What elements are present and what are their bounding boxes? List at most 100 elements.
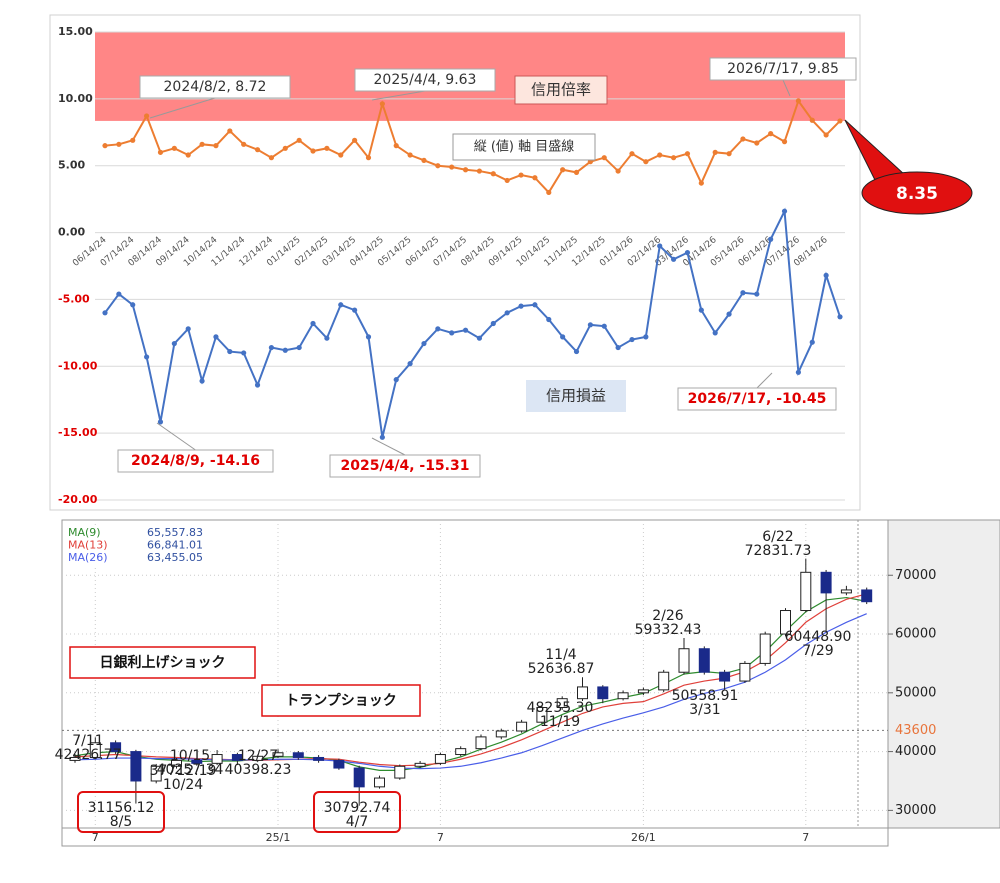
- data-point: [282, 145, 288, 151]
- data-point: [171, 340, 177, 347]
- candle-body: [597, 686, 609, 700]
- data-point: [268, 155, 275, 161]
- annotation-leader: [371, 90, 426, 101]
- candle-body: [374, 777, 385, 788]
- data-point: [560, 167, 566, 173]
- x-tick-label: 7: [92, 831, 99, 844]
- data-point: [809, 117, 815, 123]
- data-point: [379, 434, 385, 440]
- candle-body: [394, 765, 406, 779]
- annotation-leader: [782, 79, 791, 97]
- annotation-text: 4/7: [346, 814, 369, 830]
- annotation-text: 2/26: [652, 608, 684, 624]
- annotation-leader: [371, 437, 406, 456]
- data-point: [573, 169, 580, 175]
- candle-body: [698, 648, 710, 673]
- data-point: [823, 132, 829, 138]
- legend-name: MA(26): [68, 551, 108, 564]
- data-point: [102, 310, 108, 316]
- reference-label: 43600: [895, 723, 936, 738]
- annotation-text: 48235.30: [527, 700, 594, 716]
- annotation-text: 2026/7/17, -10.45: [688, 391, 827, 407]
- data-point: [546, 316, 552, 323]
- candle-body: [211, 754, 223, 764]
- data-point: [213, 334, 219, 340]
- annotation-text: 37712.19: [150, 763, 217, 779]
- data-point: [338, 152, 344, 158]
- data-point: [629, 336, 635, 343]
- candle-body: [617, 692, 629, 700]
- band-label: 信用倍率: [531, 81, 591, 99]
- event-box: [69, 646, 256, 679]
- ma-line: [74, 613, 867, 770]
- candle-body: [455, 748, 467, 756]
- event-label: 日銀利上げショック: [100, 654, 226, 671]
- data-point: [768, 131, 774, 137]
- candle-body: [820, 571, 832, 594]
- annotation-text: 40257.34: [157, 762, 224, 778]
- annotation-text: 52636.87: [528, 661, 595, 677]
- annotation-text: 60448.90: [785, 629, 852, 645]
- data-point: [144, 113, 150, 119]
- data-point: [227, 348, 233, 355]
- x-axis-strip: [61, 827, 889, 847]
- annotation-leader: [149, 97, 216, 119]
- data-point: [199, 141, 205, 147]
- y-tick-label: -20.00: [58, 493, 98, 506]
- note-text: 信用損益: [546, 387, 606, 405]
- data-point: [560, 334, 566, 340]
- candle-body: [658, 671, 670, 691]
- x-tick-label: 7: [437, 831, 444, 844]
- y-tick-label: 5.00: [58, 159, 85, 172]
- data-point: [435, 326, 441, 332]
- data-point: [421, 340, 427, 347]
- legend-box: [65, 526, 205, 568]
- candle-body: [292, 752, 304, 758]
- data-point: [185, 326, 191, 332]
- data-point: [421, 157, 427, 163]
- y-tick-label: -15.00: [58, 426, 98, 439]
- data-point: [407, 361, 413, 367]
- candle-body: [516, 721, 528, 732]
- event-label: トランプショック: [285, 693, 397, 709]
- data-point: [171, 145, 177, 151]
- y-tick-label: 30000: [895, 803, 936, 818]
- data-point: [130, 302, 136, 308]
- data-point: [199, 378, 205, 384]
- y-tick-label: 0.00: [58, 226, 85, 239]
- candle-body: [556, 698, 568, 709]
- data-point: [116, 141, 122, 147]
- annotation-box: [709, 57, 857, 81]
- data-point: [282, 347, 288, 353]
- candle-body: [231, 754, 243, 761]
- candle-body: [800, 571, 812, 612]
- data-point: [837, 118, 843, 124]
- data-point: [449, 330, 455, 336]
- data-point: [130, 137, 136, 143]
- candle-body: [333, 759, 345, 769]
- annotation-text: 7/29: [802, 643, 833, 659]
- data-point: [393, 377, 399, 383]
- data-point: [144, 354, 150, 360]
- annotation-text: 2024/8/9, -14.16: [131, 453, 260, 469]
- data-point: [698, 307, 704, 313]
- data-point: [435, 163, 441, 169]
- annotation-text: 30792.74: [324, 800, 391, 816]
- annotation-text: 2026/7/17, 9.85: [727, 61, 839, 77]
- annotation-text: 59332.43: [635, 622, 702, 638]
- annotation-box: [677, 387, 837, 411]
- data-point: [657, 243, 663, 249]
- legend-value: 65,557.83: [147, 526, 203, 539]
- candle-body: [89, 742, 101, 758]
- right-axis-panel: [887, 519, 1000, 829]
- data-point: [643, 159, 649, 165]
- data-point: [837, 314, 843, 320]
- y-tick-label: 10.00: [58, 92, 93, 105]
- data-point: [781, 208, 788, 214]
- candle-body: [861, 589, 873, 603]
- candle-body: [739, 662, 751, 682]
- candle-body: [69, 756, 81, 761]
- data-point: [698, 180, 704, 186]
- note-text: 縦 (値) 軸 目盛線: [474, 139, 575, 155]
- candle-body: [840, 589, 852, 594]
